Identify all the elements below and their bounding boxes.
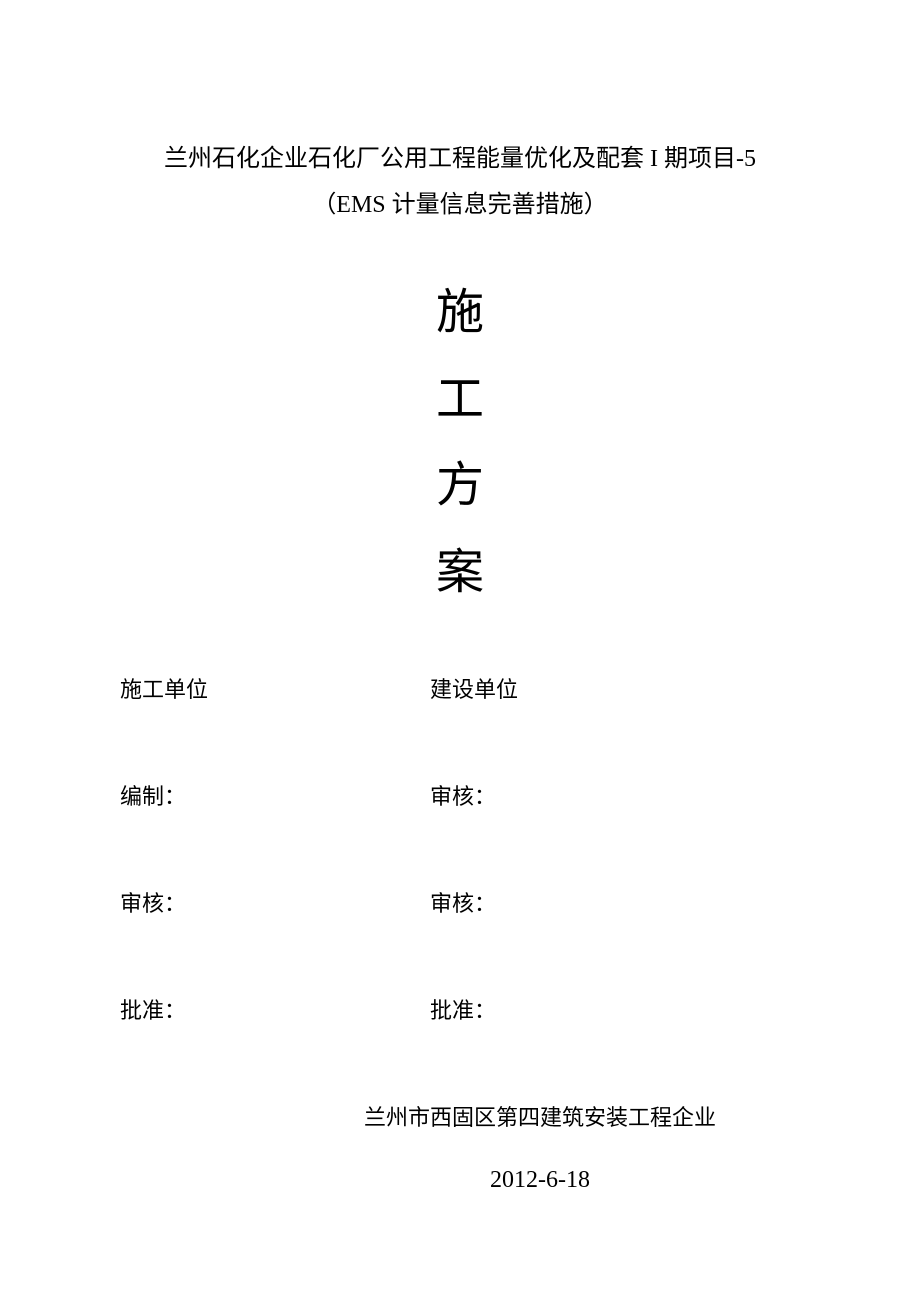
vertical-title: 施 工 方 案 bbox=[120, 275, 800, 612]
approve-label-1: 批准： bbox=[120, 993, 400, 1025]
approve-label-2: 批准： bbox=[400, 993, 800, 1025]
construction-unit-label: 施工单位 bbox=[120, 672, 400, 704]
form-section: 施工单位 建设单位 编制： 审核： 审核： 审核： 批准： 批准： bbox=[120, 672, 800, 1025]
title-line-1: 兰州石化企业石化厂公用工程能量优化及配套 I 期项目-5 bbox=[120, 140, 800, 178]
vertical-char-4: 案 bbox=[120, 535, 800, 612]
build-unit-label: 建设单位 bbox=[400, 672, 800, 704]
document-page: 兰州石化企业石化厂公用工程能量优化及配套 I 期项目-5 （EMS 计量信息完善… bbox=[0, 0, 920, 1301]
form-row-2: 编制： 审核： bbox=[120, 779, 800, 811]
footer: 兰州市西固区第四建筑安装工程企业 2012-6-18 bbox=[120, 1100, 800, 1194]
form-row-3: 审核： 审核： bbox=[120, 886, 800, 918]
form-row-4: 批准： 批准： bbox=[120, 993, 800, 1025]
form-row-1: 施工单位 建设单位 bbox=[120, 672, 800, 704]
review-label-1: 审核： bbox=[400, 779, 800, 811]
title-line-2: （EMS 计量信息完善措施） bbox=[120, 186, 800, 224]
footer-date: 2012-6-18 bbox=[280, 1167, 800, 1194]
vertical-char-1: 施 bbox=[120, 275, 800, 352]
vertical-char-2: 工 bbox=[120, 362, 800, 439]
review-label-3: 审核： bbox=[400, 886, 800, 918]
vertical-char-3: 方 bbox=[120, 448, 800, 525]
review-label-2: 审核： bbox=[120, 886, 400, 918]
compile-label: 编制： bbox=[120, 779, 400, 811]
footer-company: 兰州市西固区第四建筑安装工程企业 bbox=[280, 1100, 800, 1132]
